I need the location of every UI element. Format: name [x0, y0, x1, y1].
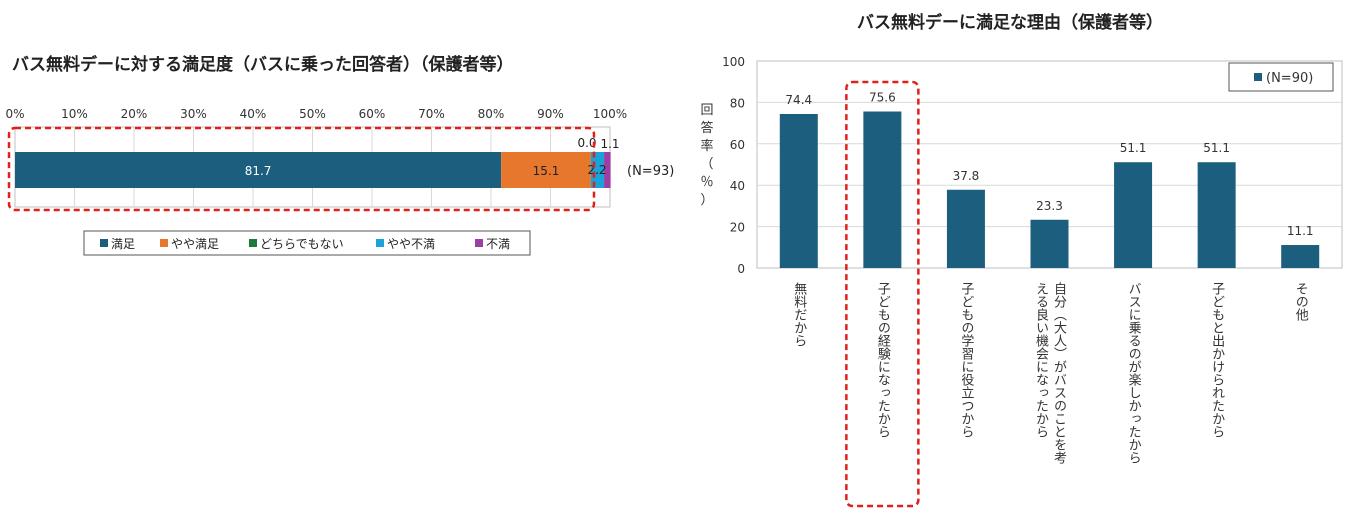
bar-segment: [501, 152, 591, 188]
bar: [863, 111, 902, 269]
data-label: 75.6: [869, 91, 896, 105]
legend-swatch: [249, 239, 257, 247]
y-axis-label-char: （: [700, 157, 713, 172]
legend-label: やや不満: [387, 237, 435, 251]
legend-label: 不満: [486, 237, 510, 251]
y-axis-label-char: 答: [700, 120, 713, 136]
bar: [779, 113, 818, 268]
y-tick-label: 80: [730, 96, 745, 110]
x-tick-label: 70%: [418, 107, 445, 121]
y-tick-label: 60: [730, 138, 745, 152]
legend-swatch: [100, 239, 108, 247]
bar: [1281, 245, 1320, 268]
legend-swatch: [475, 239, 483, 247]
highlight-box: [845, 80, 920, 508]
data-label: 74.4: [785, 93, 812, 107]
y-tick-label: 20: [730, 221, 745, 235]
legend-box: [1228, 62, 1334, 92]
category-label: その他: [1293, 282, 1309, 322]
x-tick-label: 0%: [5, 107, 24, 121]
category-label: 無料だから: [791, 282, 807, 347]
y-axis-label-char: 率: [700, 138, 713, 154]
x-tick-label: 30%: [180, 107, 207, 121]
legend-box: [83, 230, 531, 256]
x-tick-label: 10%: [61, 107, 88, 121]
data-label: 51.1: [1120, 141, 1147, 155]
legend-swatch: [160, 239, 168, 247]
data-label: 15.1: [533, 164, 560, 178]
bar: [1030, 219, 1069, 268]
category-label: 子どもの経験になったから: [875, 282, 891, 438]
category-label: 自分（大人）がバスのことを考: [1051, 282, 1067, 464]
bar: [1197, 162, 1236, 268]
x-tick-label: 60%: [359, 107, 386, 121]
satisfaction-stacked-bar-chart: 0% 10% 20% 30% 40% 50% 60% 70% 80% 90% 100% 81.7 15.…: [5, 107, 674, 256]
data-label: 23.3: [1036, 199, 1063, 213]
data-label: 51.1: [1203, 141, 1230, 155]
y-axis-label-char: ％: [700, 175, 713, 190]
x-tick-label: 50%: [299, 107, 326, 121]
x-tick-label: 40%: [240, 107, 267, 121]
y-axis-label-char: ）: [700, 193, 713, 208]
y-axis-label-char: 回: [700, 103, 713, 118]
x-tick-label: 80%: [478, 107, 505, 121]
y-tick-label: 40: [730, 179, 745, 193]
data-label: 81.7: [245, 164, 272, 178]
legend-label: (N=90): [1266, 71, 1313, 86]
bar-segment: [15, 152, 502, 188]
x-tick-label: 100%: [593, 107, 627, 121]
x-tick-label: 90%: [537, 107, 564, 121]
data-label: 0.0: [577, 136, 596, 150]
legend-swatch: [1254, 73, 1262, 81]
category-label: (N=93): [627, 164, 674, 179]
bar-segment: [590, 152, 605, 188]
category-label: バスに乗るのが楽しかったから: [1126, 282, 1142, 464]
y-tick-label: 0: [737, 262, 745, 276]
category-label: 子どもの学習に役立つから: [958, 282, 974, 438]
bar-segment: [604, 152, 611, 188]
legend-label: 満足: [111, 237, 135, 251]
bar: [946, 189, 985, 268]
legend-label: どちらでもない: [260, 237, 344, 251]
legend-swatch: [376, 239, 384, 247]
data-label: 37.8: [953, 169, 980, 183]
right-chart-title: バス無料デーに満足な理由（保護者等）: [857, 13, 1163, 33]
legend-label: やや満足: [171, 237, 219, 251]
category-label: 子どもと出かけられたから: [1209, 282, 1225, 438]
left-chart-title: バス無料デーに対する満足度（バスに乗った回答者）（保護者等）: [12, 55, 514, 75]
data-label: 11.1: [1287, 224, 1314, 238]
x-tick-label: 20%: [121, 107, 148, 121]
bar: [1114, 162, 1153, 268]
y-tick-label: 100: [722, 55, 745, 69]
data-label: 1.1: [600, 137, 619, 151]
data-label: 2.2: [587, 163, 606, 177]
category-label: える良い機会になったから: [1033, 282, 1049, 438]
